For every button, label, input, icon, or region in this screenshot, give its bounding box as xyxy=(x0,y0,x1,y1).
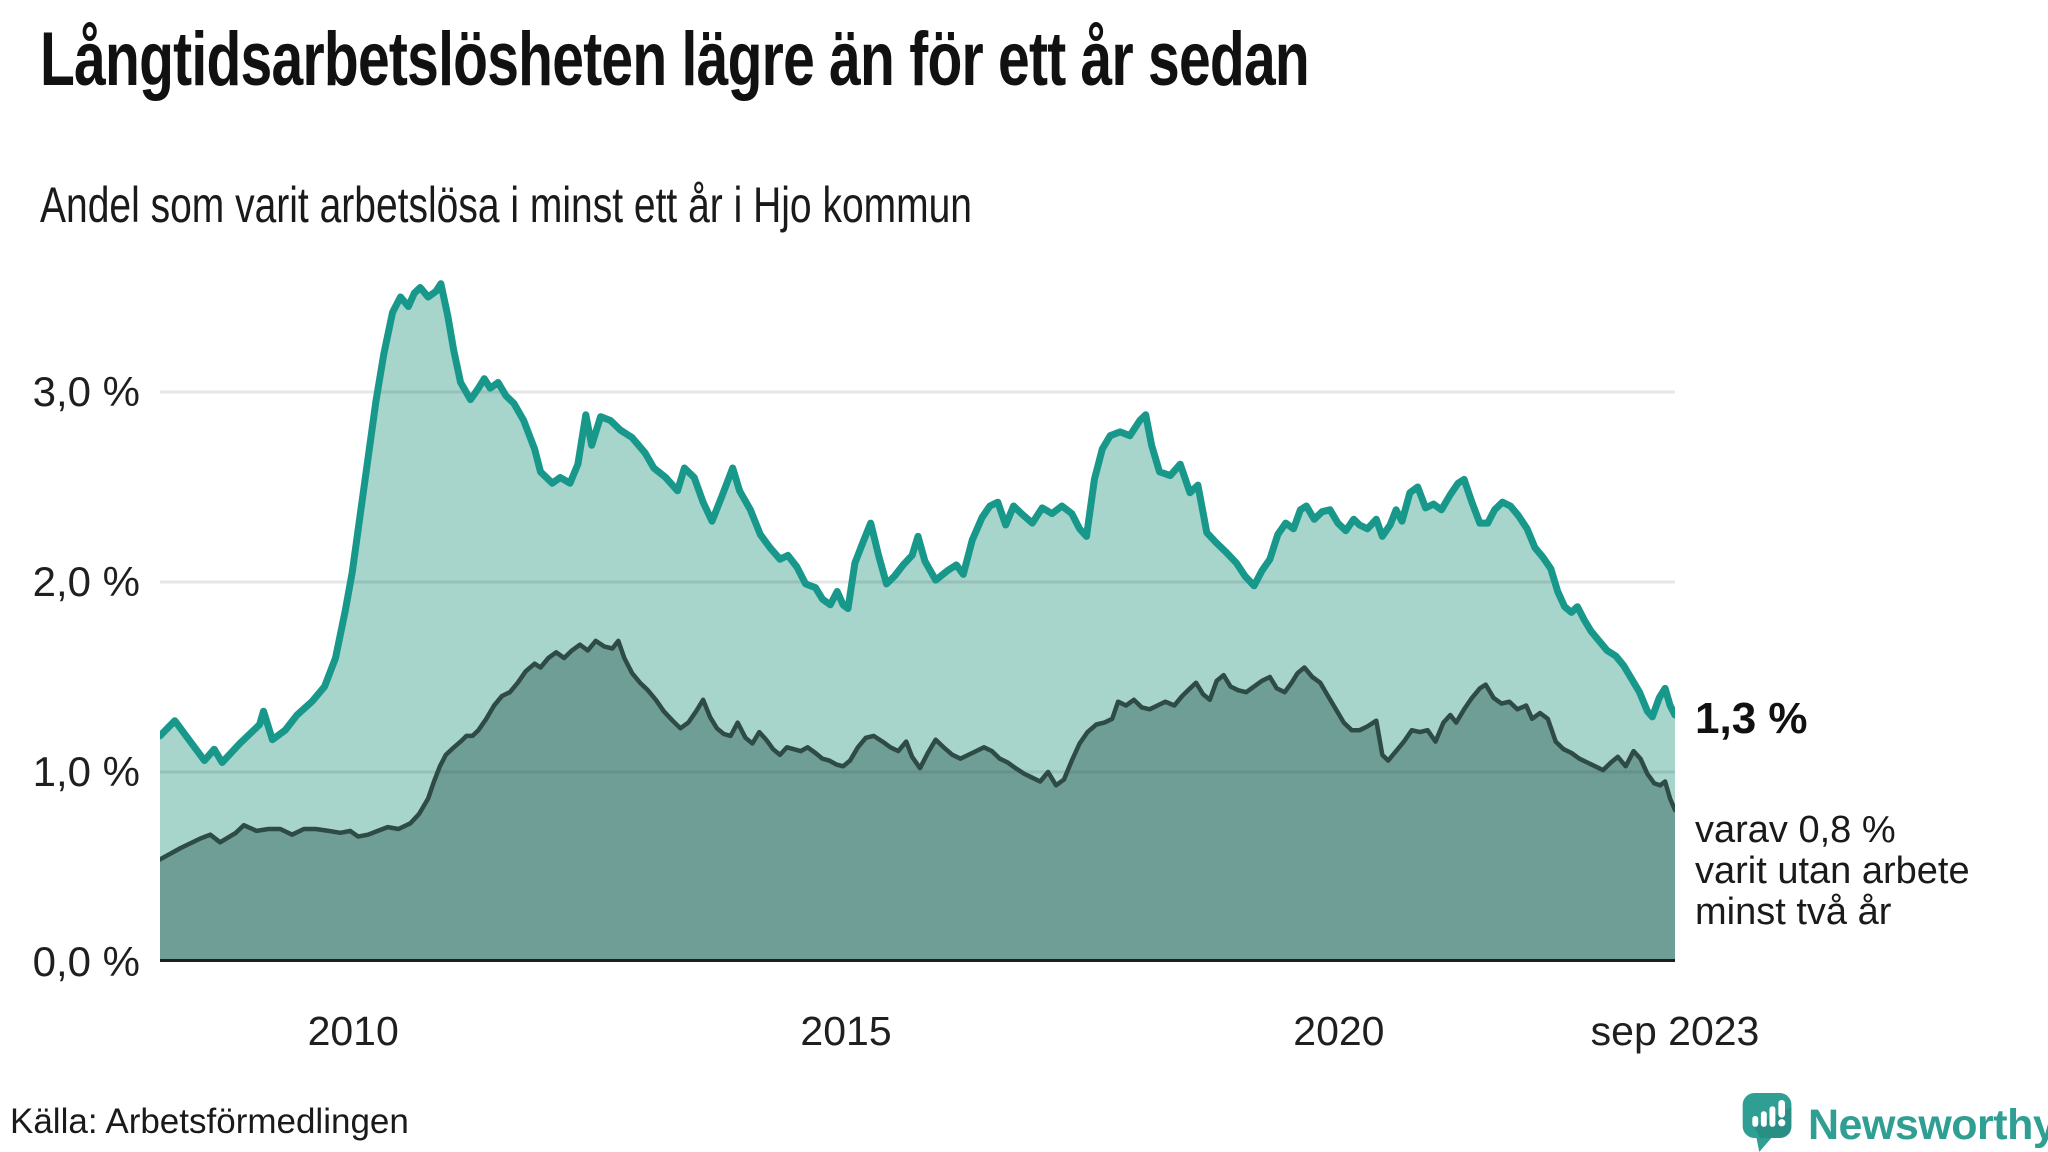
x-axis-label: 2010 xyxy=(307,1008,399,1054)
newsworthy-logo: Newsworthy xyxy=(1742,1093,2048,1152)
y-axis-label: 0,0 % xyxy=(32,938,140,985)
annotation-secondary-line: varit utan arbete xyxy=(1695,850,1970,892)
x-axis-label: 2020 xyxy=(1293,1008,1385,1054)
series-two-year-fill xyxy=(160,640,1675,962)
annotation-secondary-line: minst två år xyxy=(1695,891,1892,933)
page-subtitle: Andel som varit arbetslösa i minst ett å… xyxy=(40,177,973,233)
y-axis-label: 3,0 % xyxy=(32,368,140,415)
source-note: Källa: Arbetsförmedlingen xyxy=(10,1102,409,1141)
y-axis-label: 2,0 % xyxy=(32,558,140,605)
annotation-latest-value: 1,3 % xyxy=(1695,694,1808,743)
area-chart xyxy=(160,280,1675,962)
x-axis-label: 2015 xyxy=(800,1008,892,1054)
newsworthy-logo-text: Newsworthy xyxy=(1808,1101,2048,1149)
series-two-year-line xyxy=(160,638,1675,862)
y-axis-label: 1,0 % xyxy=(32,748,140,795)
newsworthy-speech-bubble-bar-chart-icon xyxy=(1742,1093,1792,1152)
page-title: Långtidsarbetslösheten lägre än för ett … xyxy=(40,17,1310,102)
annotation-secondary-line: varav 0,8 % xyxy=(1695,809,1896,851)
annotation-secondary: varav 0,8 % varit utan arbete minst två … xyxy=(1695,810,1970,933)
series-one-year-line xyxy=(160,280,1675,766)
x-axis-label: sep 2023 xyxy=(1590,1008,1760,1054)
